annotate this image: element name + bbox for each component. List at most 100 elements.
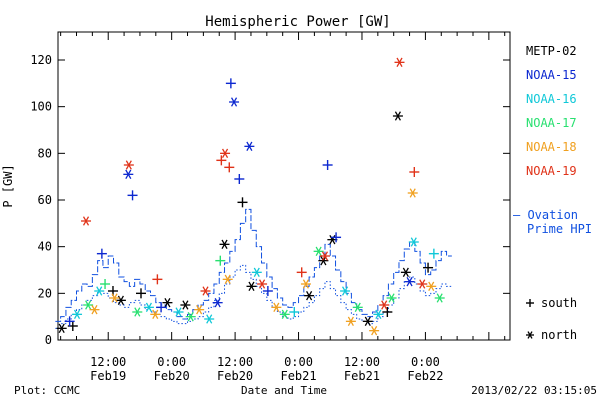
data-point-metp-02 [56,323,67,334]
data-point-noaa-16 [72,309,83,320]
legend-item-noaa-17: NOAA-17 [526,116,577,130]
data-point-noaa-18 [407,188,418,198]
data-point-noaa-19 [200,286,211,296]
star-d2 [281,309,288,320]
x-tick-time-label: 0:00 [157,355,186,369]
x-tick-date-label: Feb22 [407,369,443,383]
data-point-noaa-19 [224,162,235,173]
star-d2 [388,293,395,303]
data-point-noaa-18 [109,293,120,303]
data-point-noaa-18 [89,304,100,315]
star-d2 [321,251,329,261]
star-d2 [96,286,103,296]
star-d2 [182,300,189,310]
star-d2 [111,293,118,303]
legend-item-noaa-18: NOAA-18 [526,140,577,154]
x-tick-time-label: 0:00 [411,355,440,369]
star-d2 [152,309,159,320]
footer-source: Plot: CCMC [14,384,80,397]
data-point-noaa-16 [428,248,439,259]
data-point-noaa-15 [212,297,223,308]
star-d2 [258,279,266,289]
data-point-noaa-16 [143,302,154,313]
data-point-noaa-16 [173,307,184,317]
ovation-legend-line2: Prime HPI [527,222,592,236]
star-d2 [187,311,194,322]
star-d2 [320,255,327,266]
star-d2 [248,281,255,292]
series-metp-02 [56,111,434,334]
legend-layer: METP-02 NOAA-15 NOAA-16 NOAA-17 NOAA-18 NOAA-… [513,44,592,342]
data-point-noaa-18 [300,279,311,289]
data-point-noaa-18 [150,309,161,320]
data-point-noaa-17 [313,246,324,257]
data-point-noaa-15 [127,190,138,201]
data-point-metp-02 [135,288,146,299]
data-point-noaa-16 [94,286,105,296]
data-point-noaa-19 [379,300,390,310]
star-d2 [253,267,260,278]
x-tick-time-label: 12:00 [90,355,126,369]
data-point-noaa-19 [409,167,420,177]
data-point-noaa-15 [322,160,333,170]
star-d2 [354,302,361,313]
data-point-noaa-19 [81,216,92,226]
data-point-noaa-18 [426,281,437,292]
star-d2 [394,111,401,121]
data-point-noaa-15 [156,302,167,313]
star-d2 [73,309,81,320]
data-point-metp-02 [237,197,248,208]
series-noaa-17 [83,246,445,322]
south-marker-icon [526,299,534,307]
data-point-noaa-19 [319,251,330,261]
data-point-noaa-17 [185,311,196,322]
data-point-noaa-17 [352,302,363,313]
legend-item-noaa-16: NOAA-16 [526,92,577,106]
data-point-noaa-15 [96,248,107,259]
data-point-metp-02 [382,307,393,317]
star-d2 [91,304,98,315]
data-point-noaa-17 [434,293,445,303]
data-point-metp-02 [362,316,373,327]
data-point-metp-02 [246,281,257,292]
star-d2 [125,160,132,170]
data-point-metp-02 [400,267,411,278]
star-d2 [347,316,354,327]
data-point-noaa-15 [404,276,415,287]
data-point-noaa-19 [417,279,428,289]
star-d2 [221,239,228,250]
star-d2 [410,237,417,247]
star-d2 [224,274,231,285]
data-point-noaa-19 [394,57,405,68]
star-d2 [409,188,416,198]
data-point-noaa-16 [373,309,384,320]
data-point-noaa-16 [340,286,351,296]
legend-item-noaa-19: NOAA-19 [526,164,577,178]
y-tick-label: 80 [38,146,52,160]
data-point-noaa-19 [123,160,134,170]
data-point-noaa-18 [194,304,205,315]
ovation-north-line [55,208,452,322]
star-d2 [202,286,209,296]
star-d2 [175,307,182,317]
star-d2 [527,331,533,339]
star-d2 [436,293,443,303]
data-point-metp-02 [162,297,173,308]
data-point-noaa-19 [257,279,268,289]
y-tick-label: 100 [30,100,52,114]
star-d2 [419,279,426,289]
x-tick-time-label: 0:00 [284,355,313,369]
series-noaa-16 [72,237,439,324]
star-d2 [196,304,203,315]
star-d2 [206,314,213,324]
data-point-noaa-17 [215,255,226,266]
x-tick-date-label: Feb20 [154,369,190,383]
data-point-noaa-16 [204,314,215,324]
series-noaa-18 [89,188,437,336]
data-point-noaa-17 [100,279,111,289]
star-d2 [58,323,65,334]
data-point-metp-02 [180,300,191,310]
x-tick-time-label: 12:00 [217,355,253,369]
data-point-noaa-19 [296,267,307,278]
